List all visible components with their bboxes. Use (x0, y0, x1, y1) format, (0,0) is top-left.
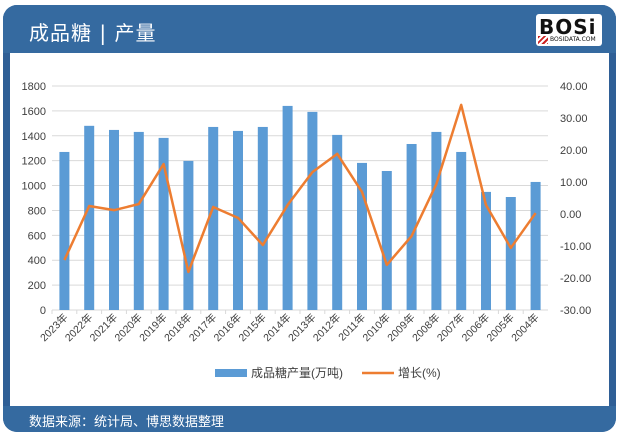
bar (307, 111, 318, 310)
bar (84, 125, 95, 310)
page-title: 成品糖 | 产量 (29, 21, 157, 45)
right-axis-tick: 40.00 (560, 81, 588, 93)
right-axis-tick: 0.00 (560, 209, 581, 221)
bar (282, 105, 293, 311)
chart-card: 成品糖 | 产量 BOSi BOSIDATA.COM 0 200 400 600 800… (3, 5, 616, 432)
right-axis-tick: -20.00 (560, 273, 591, 285)
legend-bar-label: 成品糖产量(万吨) (251, 365, 343, 380)
left-axis-tick: 200 (28, 280, 46, 292)
right-axis-tick: 20.00 (560, 145, 588, 157)
left-axis-tick: 0 (40, 305, 46, 317)
bar (431, 131, 442, 310)
left-axis-tick: 1200 (22, 156, 46, 168)
bar (133, 131, 144, 310)
right-axis-tick: -10.00 (560, 241, 591, 253)
bar (158, 137, 169, 310)
left-axis-tick: 1800 (22, 81, 46, 93)
left-axis-tick: 1400 (22, 131, 46, 143)
bar (233, 130, 243, 310)
right-axis-tick: -30.00 (560, 305, 591, 317)
header-bar: 成品糖 | 产量 BOSi BOSIDATA.COM (3, 5, 616, 53)
right-axis-tick: 10.00 (560, 177, 588, 189)
bar (257, 126, 268, 310)
right-axis-tick: 30.00 (560, 113, 588, 125)
legend-bar-swatch (215, 369, 247, 377)
logo-stripe-icon (538, 36, 548, 44)
left-axis-tick: 800 (28, 205, 46, 217)
bar (381, 170, 392, 310)
x-axis-label: 2004年 (509, 311, 542, 344)
bar (456, 151, 467, 310)
bar (406, 143, 417, 310)
left-axis-tick: 600 (28, 230, 46, 242)
bosi-logo: BOSi BOSIDATA.COM (536, 14, 602, 46)
bar (481, 191, 491, 310)
legend-line-label: 增长(%) (398, 366, 441, 380)
left-axis-tick: 1000 (22, 181, 46, 193)
x-axis-label: 2012年 (310, 311, 343, 344)
bar (505, 197, 516, 310)
data-source: 数据来源：统计局、博思数据整理 (29, 415, 225, 430)
bar (183, 160, 194, 310)
left-axis-tick: 400 (28, 255, 46, 267)
bar (332, 134, 343, 310)
bar (530, 181, 541, 310)
footer-bar: 数据来源：统计局、博思数据整理 (3, 406, 616, 432)
bar (357, 162, 367, 310)
combo-chart: 0 200 400 600 800 1000 1200 1400 1600 1800 -30.00 -… (22, 81, 592, 380)
bar (208, 126, 219, 310)
growth-line (63, 103, 537, 274)
bar (109, 129, 119, 310)
chart-panel: 0 200 400 600 800 1000 1200 1400 1600 1800 -30.00 -… (10, 53, 609, 406)
left-axis-tick: 1600 (22, 106, 46, 118)
bar (59, 151, 70, 310)
